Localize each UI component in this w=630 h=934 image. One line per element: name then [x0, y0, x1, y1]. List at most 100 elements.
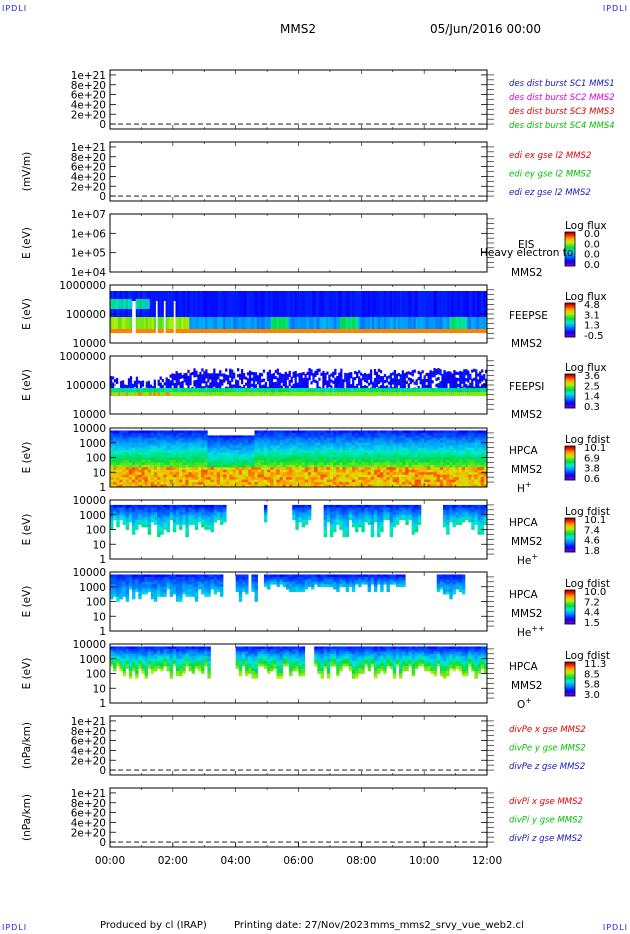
y-tick-label: 8e+20 [71, 726, 106, 738]
colorbar-tick-label: 4.8 [584, 300, 600, 311]
colorbar-tick-label: 0.0 [584, 260, 600, 271]
y-tick-label: 8e+20 [71, 798, 106, 810]
y-tick-label: 2e+20 [71, 109, 106, 121]
species-label: He+ [517, 552, 538, 567]
panel-11 [109, 787, 494, 848]
y-tick-label: 10 [93, 611, 106, 623]
y-axis-label: (nPa/km) [21, 722, 33, 769]
legend-entry: divPi y gse MMS2 [509, 815, 583, 825]
colorbar-title: Log fdist [565, 578, 610, 590]
legend-entry: edi ez gse l2 MMS2 [509, 188, 591, 198]
x-tick-label: 02:00 [158, 855, 188, 867]
y-tick-label: 1e+07 [71, 209, 106, 221]
y-axis-label: E (eV) [21, 442, 33, 474]
colorbar-tick-label: 10.1 [584, 443, 606, 454]
y-axis-label: E (eV) [21, 369, 33, 401]
y-tick-label: 10 [93, 467, 106, 479]
colorbar-tick-label: 6.9 [584, 453, 600, 464]
instrument-label: FEEPSE [509, 310, 548, 322]
footer-script-name: mms_mms2_srvy_vue_web2.cl [370, 920, 524, 931]
instrument-label: HPCA [509, 517, 539, 529]
y-tick-label: 0 [99, 119, 106, 131]
colorbar-tick-label: 3.6 [584, 371, 600, 382]
panel-1 [109, 69, 494, 130]
legend-entry: divPi z gse MMS2 [509, 834, 582, 844]
y-tick-label: 2e+20 [71, 755, 106, 767]
y-tick-label: 1e+04 [71, 267, 107, 279]
corner-label-bottom-left: IPDLI [2, 923, 28, 932]
y-tick-label: 10000 [73, 423, 106, 435]
x-tick-label: 12:00 [472, 855, 502, 867]
y-tick-label: 1e+21 [71, 142, 106, 154]
colorbar-tick-label: 0.6 [584, 474, 600, 485]
colorbar-title: Log fdist [565, 434, 610, 446]
panel-4 [109, 284, 576, 344]
overlay-label: Heavy electron to [480, 247, 573, 259]
y-tick-label: 1e+06 [71, 228, 107, 240]
y-tick-label: 4e+20 [71, 99, 106, 111]
y-tick-label: 10000 [73, 639, 106, 651]
colorbar-tick-label: -0.5 [584, 331, 604, 342]
y-axis-label: E (eV) [21, 298, 33, 330]
y-tick-label: 6e+20 [71, 90, 106, 102]
y-axis-label: E (eV) [21, 227, 33, 259]
y-tick-label: 6e+20 [71, 162, 106, 174]
spacecraft-label: MMS2 [511, 680, 542, 692]
panel-8 [109, 571, 576, 632]
y-tick-label: 1000000 [59, 351, 106, 363]
instrument-label: FEEPSI [509, 381, 544, 393]
y-axis-label: (mV/m) [21, 152, 33, 191]
y-tick-label: 100 [86, 453, 106, 465]
panel-10 [109, 715, 494, 776]
y-tick-label: 1 [99, 626, 106, 638]
y-tick-label: 1e+21 [71, 70, 106, 82]
y-tick-label: 1000 [79, 654, 106, 666]
y-tick-label: 1000000 [59, 280, 106, 292]
corner-label-top-right: IPDLI [602, 4, 628, 13]
panel-5 [109, 355, 576, 415]
y-tick-label: 1e+21 [71, 788, 106, 800]
legend-entry: divPe x gse MMS2 [509, 725, 586, 735]
y-tick-label: 1 [99, 482, 106, 494]
y-axis-label: E (eV) [21, 514, 33, 546]
spacecraft-label: MMS2 [511, 267, 542, 279]
legend-entry: divPi x gse MMS2 [509, 797, 583, 807]
colorbar-tick-label: 2.5 [584, 381, 600, 392]
y-tick-label: 100 [86, 525, 106, 537]
y-tick-label: 0 [99, 837, 106, 849]
instrument-label: EIS [518, 239, 535, 251]
legend-entry: divPe y gse MMS2 [509, 743, 586, 753]
colorbar-tick-label: 3.0 [584, 690, 600, 701]
y-tick-label: 10000 [73, 338, 106, 350]
spacecraft-label: MMS2 [511, 338, 542, 350]
species-label: H+ [517, 480, 532, 495]
colorbar-tick-label: 0.0 [584, 229, 600, 240]
colorbar-title: Log flux [565, 220, 607, 232]
y-tick-label: 1000 [79, 582, 106, 594]
legend-entry: des dist burst SC1 MMS1 [509, 79, 615, 89]
colorbar-tick-label: 5.8 [584, 680, 600, 691]
y-tick-label: 100000 [66, 380, 106, 392]
panel-3 [109, 213, 576, 273]
colorbar-title: Log fdist [565, 650, 610, 662]
colorbar-tick-label: 1.3 [584, 321, 600, 332]
legend-entry: edi ey gse l2 MMS2 [509, 169, 591, 179]
y-tick-label: 1000 [79, 510, 106, 522]
y-tick-label: 8e+20 [71, 152, 106, 164]
y-tick-label: 100 [86, 669, 106, 681]
y-tick-label: 6e+20 [71, 808, 106, 820]
colorbar-tick-label: 0.3 [584, 402, 600, 413]
colorbar-tick-label: 3.1 [584, 310, 600, 321]
panel-9 [109, 643, 576, 704]
legend-entry: des dist burst SC2 MMS2 [509, 93, 615, 103]
colorbar-tick-label: 4.4 [584, 608, 600, 619]
y-tick-label: 10000 [73, 567, 106, 579]
colorbar-tick-label: 7.2 [584, 597, 600, 608]
colorbar-tick-label: 1.8 [584, 546, 600, 557]
x-tick-label: 06:00 [283, 855, 313, 867]
panel-7 [109, 499, 576, 560]
legend-entry: des dist burst SC3 MMS3 [509, 107, 615, 117]
y-tick-label: 100000 [66, 309, 106, 321]
legend-entry: divPe z gse MMS2 [509, 762, 585, 772]
